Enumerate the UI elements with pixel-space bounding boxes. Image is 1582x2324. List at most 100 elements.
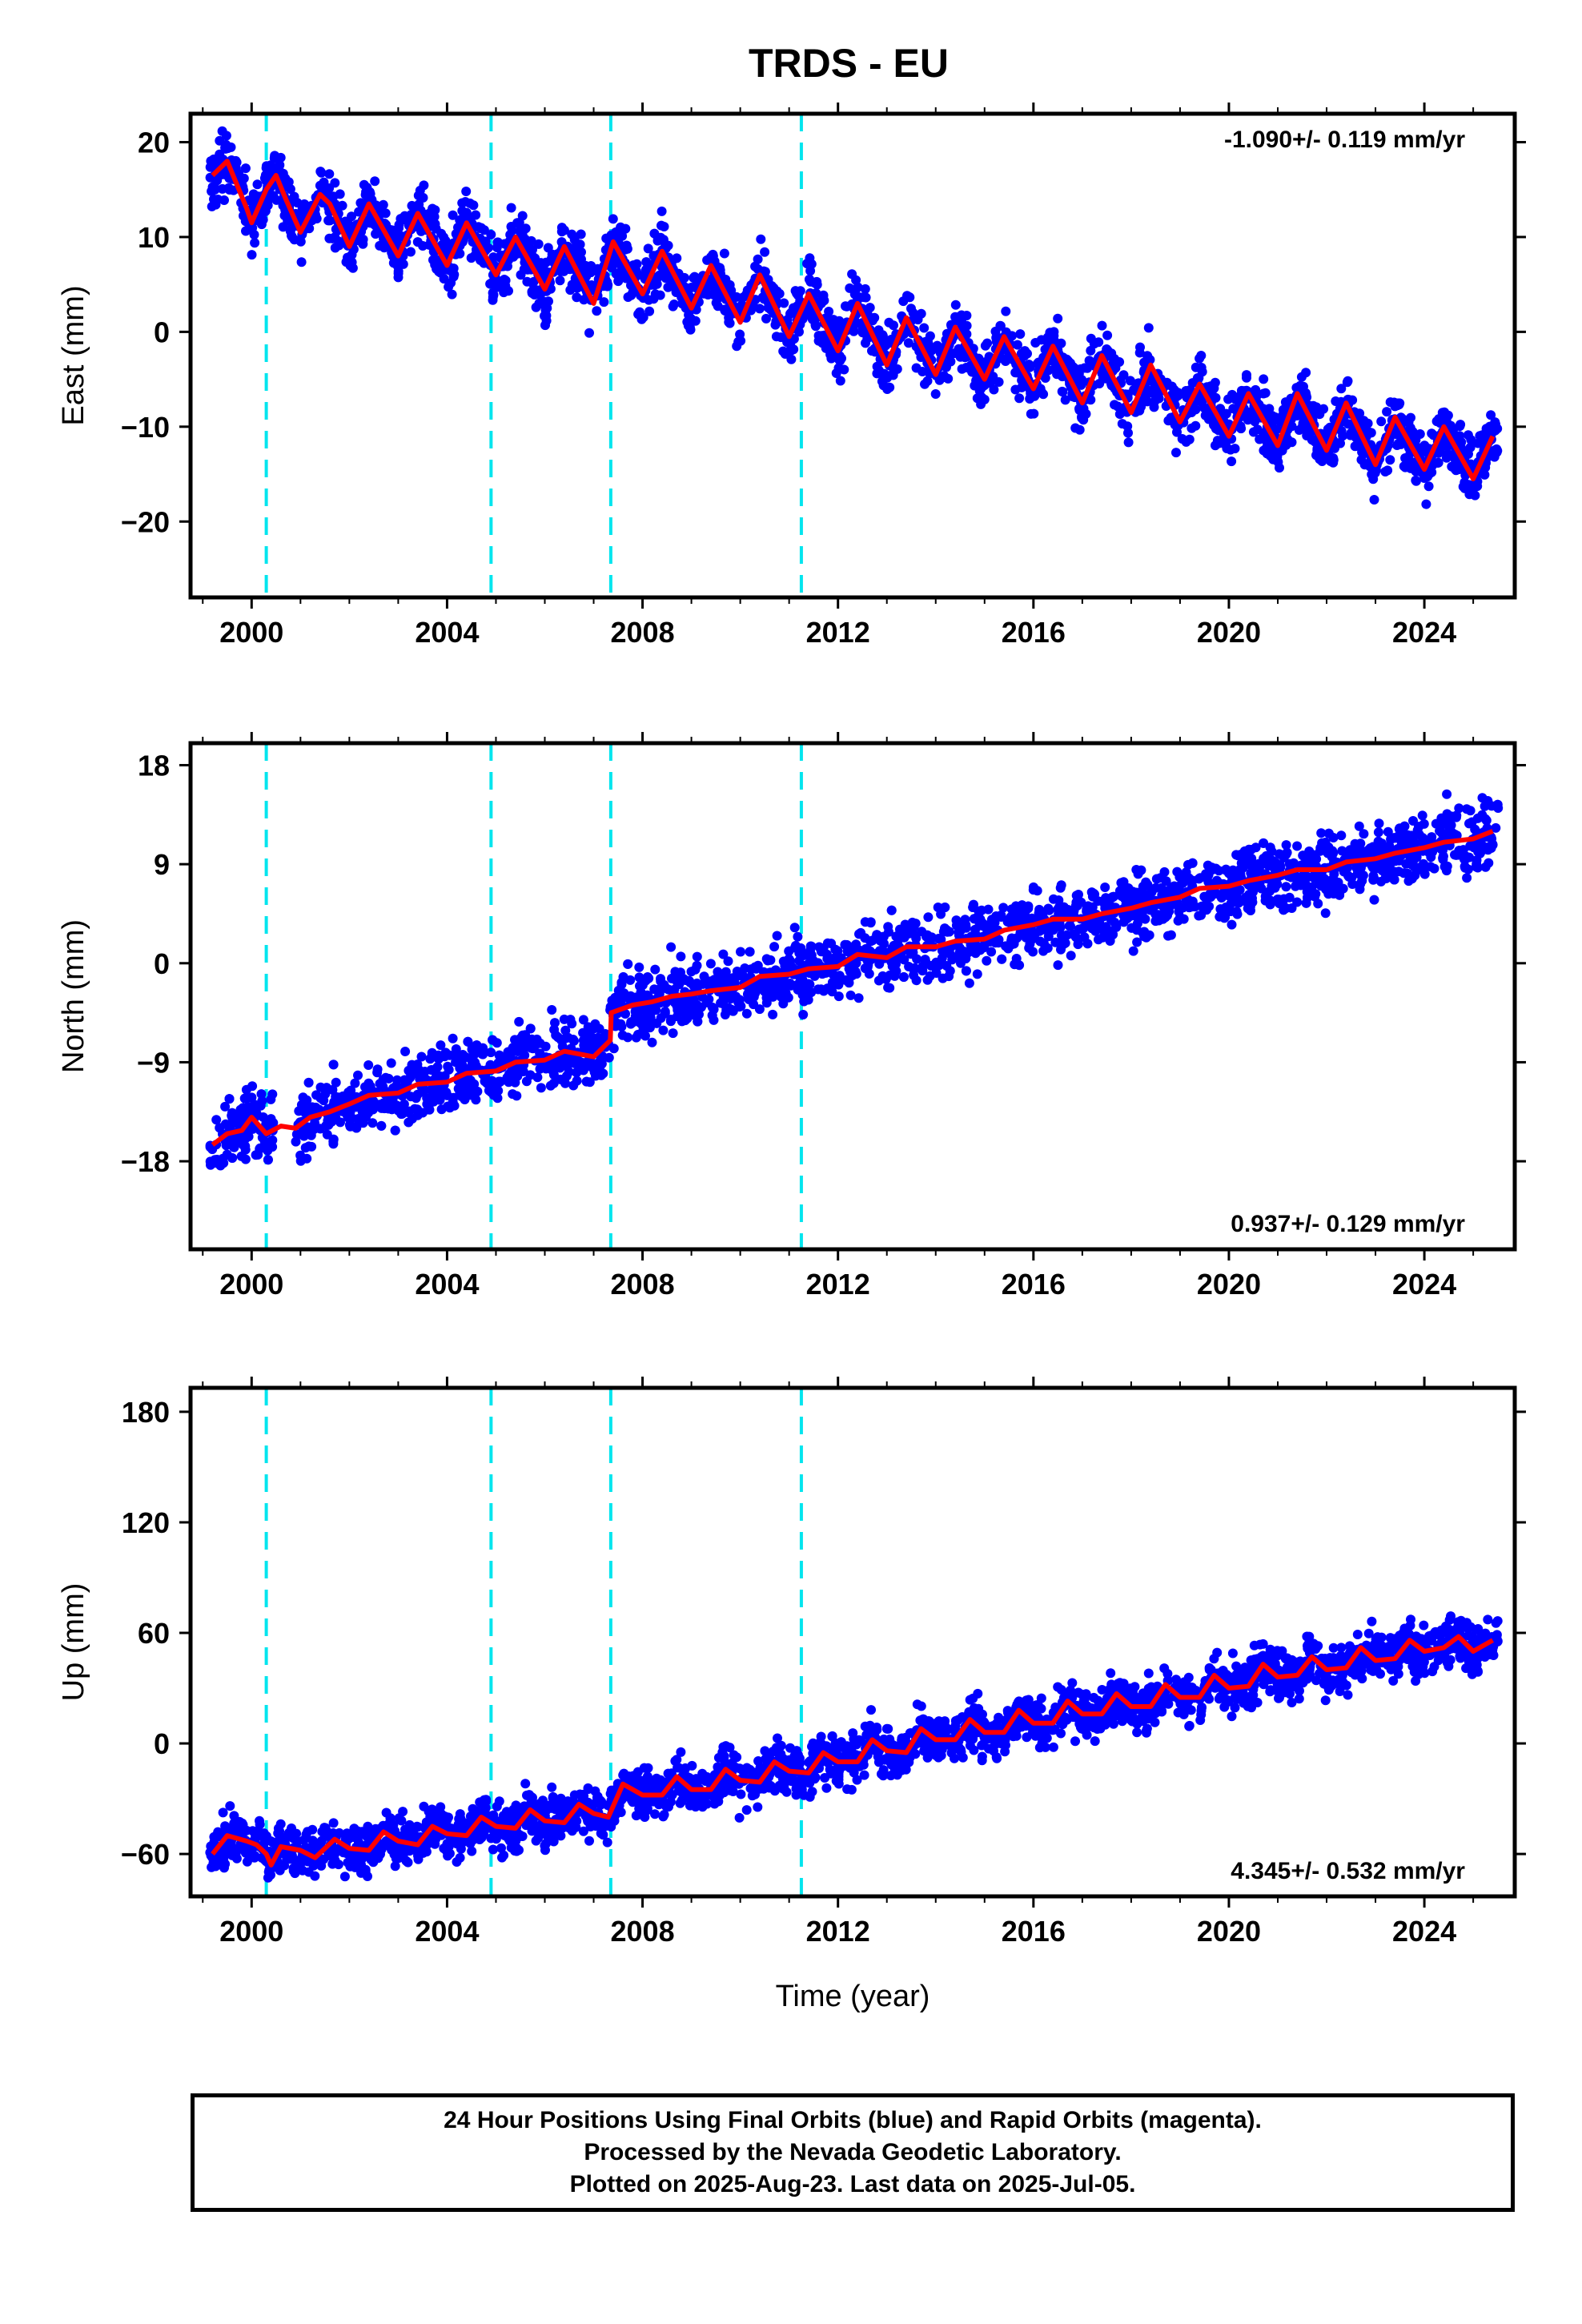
data-point: [1043, 931, 1054, 942]
data-point: [1242, 370, 1251, 380]
data-point: [616, 222, 626, 232]
data-point: [508, 1089, 518, 1100]
data-point: [1011, 954, 1022, 963]
data-point: [664, 984, 673, 995]
data-point: [353, 1070, 363, 1080]
data-point: [1158, 914, 1168, 924]
data-point: [845, 990, 856, 1000]
data-point: [860, 283, 870, 294]
data-point: [972, 969, 982, 979]
data-point: [1144, 930, 1154, 940]
data-point: [1406, 412, 1415, 423]
data-point: [404, 1117, 414, 1128]
data-point: [1435, 444, 1445, 455]
data-point: [547, 1005, 557, 1015]
data-point: [1045, 328, 1055, 338]
data-point: [927, 345, 938, 355]
data-point: [668, 301, 678, 312]
data-point: [416, 1051, 427, 1062]
data-point: [1298, 850, 1308, 861]
data-point: [877, 971, 888, 981]
data-point: [229, 1142, 239, 1152]
data-point: [1026, 408, 1036, 419]
data-point: [289, 235, 299, 245]
data-point: [1310, 436, 1320, 447]
data-point: [220, 1101, 231, 1112]
data-point: [1079, 932, 1090, 943]
data-point: [335, 1117, 345, 1128]
data-point: [783, 992, 793, 1003]
data-point: [1259, 838, 1269, 848]
data-point: [1394, 855, 1404, 866]
data-point: [567, 229, 577, 239]
data-point: [347, 211, 356, 222]
data-point: [1215, 404, 1226, 414]
data-point: [1244, 855, 1255, 866]
data-point: [634, 962, 644, 972]
data-point: [1196, 363, 1207, 372]
data-point: [1368, 862, 1379, 873]
data-point: [1053, 313, 1063, 324]
data-point: [1260, 388, 1271, 398]
data-point: [514, 217, 524, 227]
data-point: [1030, 338, 1041, 348]
data-point: [1066, 951, 1076, 961]
data-point: [1380, 467, 1391, 476]
data-point: [1123, 437, 1134, 448]
data-point: [263, 1145, 273, 1156]
data-point: [792, 288, 802, 299]
data-point: [380, 1072, 391, 1083]
data-point: [1407, 874, 1417, 884]
data-point: [1074, 424, 1085, 435]
data-point: [1389, 875, 1399, 885]
data-point: [672, 253, 682, 263]
data-point: [471, 210, 481, 220]
data-point: [221, 139, 231, 150]
data-point: [633, 270, 644, 280]
data-point: [330, 243, 340, 253]
data-point: [922, 975, 933, 985]
data-point: [1141, 877, 1151, 887]
data-point: [636, 314, 647, 324]
data-point: [658, 235, 669, 245]
data-point: [1399, 841, 1409, 851]
data-point: [1075, 364, 1086, 374]
data-point: [1062, 930, 1072, 940]
data-point: [1034, 357, 1044, 368]
data-point: [257, 1096, 267, 1106]
data-point: [1465, 806, 1476, 816]
data-point: [944, 947, 954, 957]
data-point: [839, 364, 849, 375]
data-point: [1287, 859, 1297, 870]
data-point: [964, 978, 974, 988]
data-point: [453, 223, 463, 232]
data-point: [676, 951, 686, 962]
data-point: [986, 947, 997, 957]
data-point: [239, 211, 248, 221]
data-point: [1296, 372, 1307, 382]
data-point: [1181, 867, 1191, 878]
data-point: [937, 953, 947, 963]
data-point: [1053, 960, 1063, 971]
data-point: [910, 919, 921, 929]
data-point: [1226, 444, 1235, 455]
data-point: [872, 368, 882, 379]
data-point: [1394, 866, 1404, 877]
data-point: [508, 251, 519, 262]
data-point: [962, 320, 972, 331]
data-point: [861, 338, 870, 348]
data-point: [586, 261, 596, 271]
data-point: [555, 275, 565, 286]
data-point: [1291, 881, 1300, 891]
data-point: [640, 1031, 650, 1041]
data-point: [300, 1143, 311, 1153]
data-point: [666, 942, 677, 952]
y-tick-label: 10: [138, 221, 170, 254]
data-point: [719, 248, 729, 259]
data-point: [647, 1037, 657, 1047]
data-point: [296, 257, 307, 267]
data-point: [643, 243, 653, 254]
data-point: [1146, 887, 1157, 898]
data-point: [877, 376, 887, 387]
data-point: [768, 1009, 778, 1019]
